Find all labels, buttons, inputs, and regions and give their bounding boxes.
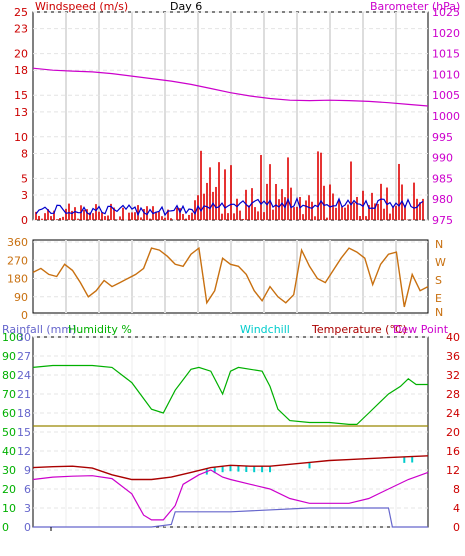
temperature-right-ticks: 0 4 8 12 16 20 24 28 32 36 40 bbox=[446, 331, 460, 534]
barometer-tick-label: 1020 bbox=[432, 27, 460, 40]
direction-label-w: W bbox=[435, 256, 446, 269]
barometer-tick-label: 995 bbox=[432, 131, 453, 144]
barometer-line bbox=[32, 67, 429, 107]
rainfall-tick-label: 21 bbox=[17, 388, 31, 401]
day-label: Day 6 bbox=[170, 0, 202, 13]
humidity-tick-label: 50 bbox=[2, 426, 16, 439]
barometer-tick-label: 990 bbox=[432, 152, 453, 165]
rainfall-line bbox=[33, 507, 428, 528]
direction-label-s: S bbox=[435, 274, 442, 287]
humidity-tick-label: 0 bbox=[2, 521, 9, 534]
temperature-gridlines bbox=[33, 336, 428, 528]
rainfall-tick-label: 24 bbox=[17, 369, 31, 382]
barometer-tick-label: 1010 bbox=[432, 68, 460, 81]
barometer-right-ticks: 975 980 985 990 995 1000 1005 1010 1015 1020 1025 bbox=[432, 6, 460, 227]
humidity-tick-label: 80 bbox=[2, 369, 16, 382]
temperature-tick-label: 36 bbox=[446, 350, 460, 363]
temperature-tick-label: 28 bbox=[446, 388, 460, 401]
rainfall-tick-label: 9 bbox=[24, 464, 31, 477]
rainfall-tick-label: 30 bbox=[17, 331, 31, 344]
temperature-tick-label: 40 bbox=[446, 331, 460, 344]
rainfall-left-ticks: 0 3 6 9 12 15 18 21 24 27 30 bbox=[17, 331, 31, 534]
windspeed-tick-label: 25 bbox=[14, 6, 28, 19]
rainfall-tick-label: 27 bbox=[17, 350, 31, 363]
windchill-marks bbox=[205, 456, 414, 475]
temperature-tick-label: 8 bbox=[453, 483, 460, 496]
temperature-tick-label: 12 bbox=[446, 464, 460, 477]
windspeed-tick-label: 15 bbox=[14, 89, 28, 102]
direction-tick-label: 360 bbox=[7, 236, 28, 249]
windspeed-tick-label: 20 bbox=[14, 48, 28, 61]
direction-tick-label: 0 bbox=[21, 309, 28, 322]
windchill-title: Windchill bbox=[240, 323, 290, 336]
windspeed-left-ticks: 0 3 5 8 10 13 15 18 20 23 25 bbox=[14, 6, 28, 227]
windspeed-axis-title: Windspeed (m/s) bbox=[35, 0, 128, 13]
barometer-tick-label: 1025 bbox=[432, 6, 460, 19]
humidity-tick-label: 30 bbox=[2, 464, 16, 477]
barometer-tick-label: 1000 bbox=[432, 110, 460, 123]
humidity-tick-label: 60 bbox=[2, 407, 16, 420]
windspeed-tick-label: 23 bbox=[14, 23, 28, 36]
rainfall-tick-label: 15 bbox=[17, 426, 31, 439]
humidity-tick-label: 40 bbox=[2, 445, 16, 458]
humidity-line bbox=[32, 364, 428, 425]
temperature-axis-title: Temperature (°C) bbox=[311, 323, 407, 336]
humidity-tick-label: 10 bbox=[2, 502, 16, 515]
direction-tick-label: 90 bbox=[14, 291, 28, 304]
direction-gridlines bbox=[33, 240, 428, 316]
barometer-tick-label: 980 bbox=[432, 193, 453, 206]
rainfall-tick-label: 6 bbox=[24, 483, 31, 496]
barometer-axis-title: Barometer (hPa) bbox=[370, 0, 460, 13]
wind-direction-line bbox=[32, 246, 429, 308]
temperature-tick-label: 4 bbox=[453, 502, 460, 515]
direction-tick-label: 180 bbox=[7, 273, 28, 286]
rainfall-tick-label: 12 bbox=[17, 445, 31, 458]
barometer-tick-label: 1005 bbox=[432, 89, 460, 102]
humidity-tick-label: 100 bbox=[2, 331, 23, 344]
rainfall-tick-label: 18 bbox=[17, 407, 31, 420]
humidity-tick-label: 70 bbox=[2, 388, 16, 401]
windspeed-tick-label: 0 bbox=[21, 214, 28, 227]
direction-label-e: E bbox=[435, 292, 442, 305]
windspeed-tick-label: 13 bbox=[14, 106, 28, 119]
windspeed-tick-label: 18 bbox=[14, 64, 28, 77]
humidity-left-ticks: 0 10 20 30 40 50 60 70 80 90 100 bbox=[2, 331, 23, 534]
direction-label-n-top: N bbox=[435, 238, 443, 251]
temperature-line bbox=[32, 455, 429, 481]
temperature-tick-label: 0 bbox=[453, 521, 460, 534]
temperature-tick-label: 32 bbox=[446, 369, 460, 382]
temperature-tick-label: 20 bbox=[446, 426, 460, 439]
barometer-tick-label: 1015 bbox=[432, 48, 460, 61]
direction-label-n-bottom: N bbox=[435, 306, 443, 319]
windspeed-tick-label: 5 bbox=[21, 172, 28, 185]
rainfall-axis-title: Rainfall (mm) bbox=[2, 323, 76, 336]
humidity-tick-label: 20 bbox=[2, 483, 16, 496]
humidity-axis-title: Humidity % bbox=[68, 323, 132, 336]
barometer-tick-label: 985 bbox=[432, 172, 453, 185]
direction-left-ticks: 0 90 180 270 360 bbox=[7, 236, 28, 322]
temperature-tick-label: 24 bbox=[446, 407, 460, 420]
direction-tick-label: 270 bbox=[7, 254, 28, 267]
windspeed-tick-label: 8 bbox=[21, 147, 28, 160]
direction-right-ticks: N W S E N bbox=[435, 238, 446, 319]
windspeed-tick-label: 10 bbox=[14, 131, 28, 144]
dewpoint-line bbox=[32, 469, 429, 521]
humidity-tick-label: 90 bbox=[2, 350, 16, 363]
dewpoint-title: Dew Point bbox=[393, 323, 449, 336]
wind-average-line bbox=[35, 196, 424, 217]
rainfall-tick-label: 0 bbox=[24, 521, 31, 534]
barometer-tick-label: 975 bbox=[432, 214, 453, 227]
windspeed-tick-label: 3 bbox=[21, 189, 28, 202]
rainfall-tick-label: 3 bbox=[24, 502, 31, 515]
temperature-tick-label: 16 bbox=[446, 445, 460, 458]
